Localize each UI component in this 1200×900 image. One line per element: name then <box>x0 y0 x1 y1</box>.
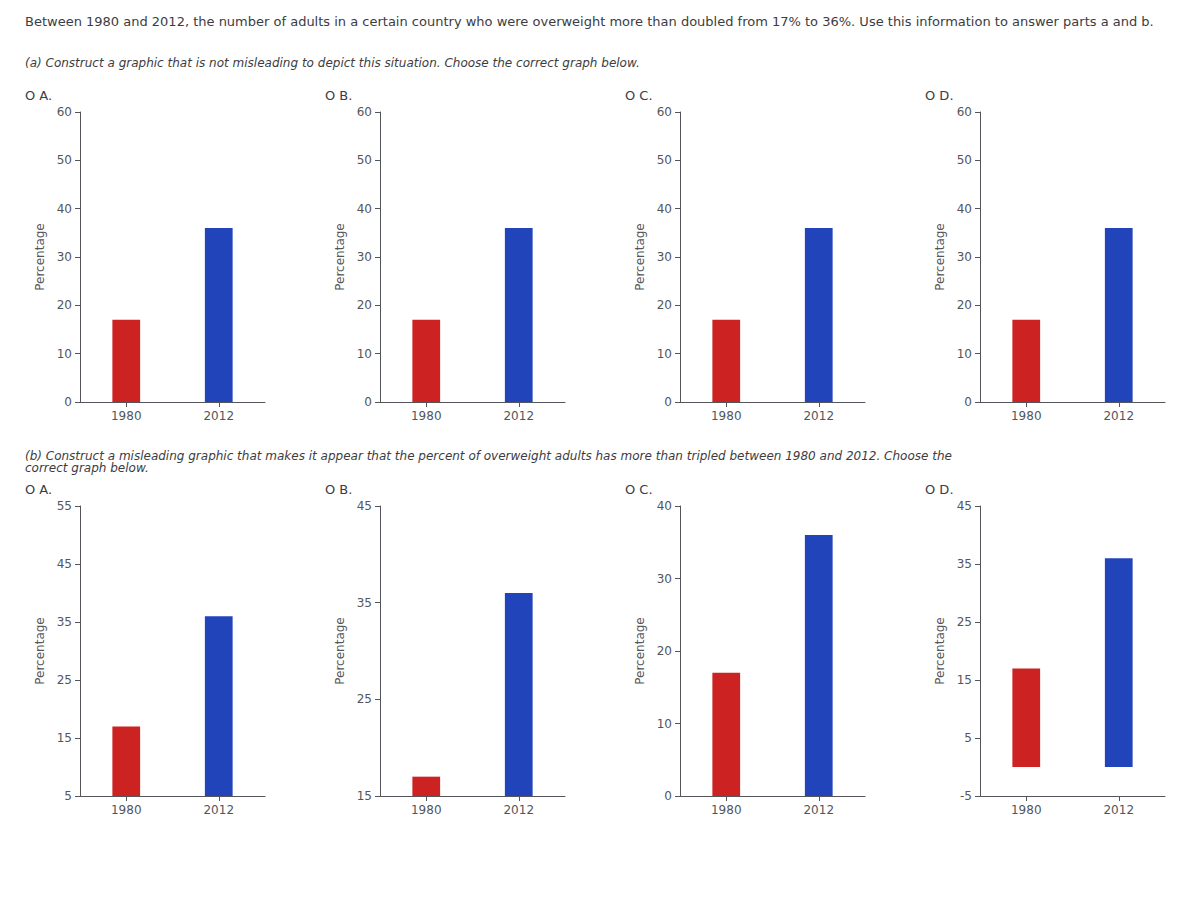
svg-text:50: 50 <box>357 153 372 167</box>
svg-text:(a) Construct a graphic that i: (a) Construct a graphic that is not misl… <box>25 56 640 70</box>
svg-text:30: 30 <box>57 250 72 264</box>
svg-text:-5: -5 <box>960 789 972 803</box>
svg-text:0: 0 <box>364 395 372 409</box>
svg-text:35: 35 <box>57 615 72 629</box>
svg-text:5: 5 <box>964 731 972 745</box>
svg-text:20: 20 <box>957 298 972 312</box>
svg-text:O C.: O C. <box>625 482 653 497</box>
svg-text:40: 40 <box>357 202 372 216</box>
svg-text:1980: 1980 <box>1011 803 1042 817</box>
svg-text:10: 10 <box>357 347 372 361</box>
svg-text:2012: 2012 <box>203 409 234 423</box>
svg-text:25: 25 <box>57 673 72 687</box>
svg-text:2012: 2012 <box>503 803 534 817</box>
svg-text:15: 15 <box>57 731 72 745</box>
svg-text:25: 25 <box>957 615 972 629</box>
svg-text:10: 10 <box>657 347 672 361</box>
svg-text:1980: 1980 <box>1011 409 1042 423</box>
svg-text:40: 40 <box>57 202 72 216</box>
svg-text:2012: 2012 <box>803 409 834 423</box>
svg-text:Percentage: Percentage <box>633 617 647 685</box>
svg-text:2012: 2012 <box>803 803 834 817</box>
svg-text:10: 10 <box>957 347 972 361</box>
svg-text:2012: 2012 <box>1103 803 1134 817</box>
svg-text:1980: 1980 <box>711 803 742 817</box>
svg-text:O B.: O B. <box>325 482 352 497</box>
svg-text:0: 0 <box>64 395 72 409</box>
svg-text:5: 5 <box>64 789 72 803</box>
svg-text:50: 50 <box>657 153 672 167</box>
svg-text:1980: 1980 <box>411 803 442 817</box>
svg-text:O A.: O A. <box>25 88 52 103</box>
svg-text:O A.: O A. <box>25 482 52 497</box>
svg-text:Percentage: Percentage <box>33 617 47 685</box>
svg-text:35: 35 <box>357 596 372 610</box>
svg-text:1980: 1980 <box>111 803 142 817</box>
svg-text:20: 20 <box>57 298 72 312</box>
svg-text:O D.: O D. <box>925 88 954 103</box>
svg-text:2012: 2012 <box>1103 409 1134 423</box>
svg-text:O B.: O B. <box>325 88 352 103</box>
svg-text:20: 20 <box>357 298 372 312</box>
svg-text:20: 20 <box>657 298 672 312</box>
svg-text:Percentage: Percentage <box>933 223 947 291</box>
svg-text:40: 40 <box>657 202 672 216</box>
svg-text:O D.: O D. <box>925 482 954 497</box>
svg-text:30: 30 <box>657 250 672 264</box>
svg-text:(b) Construct a misleading gra: (b) Construct a misleading graphic that … <box>25 449 956 463</box>
svg-text:10: 10 <box>57 347 72 361</box>
svg-text:60: 60 <box>357 105 372 119</box>
svg-text:Percentage: Percentage <box>33 223 47 291</box>
svg-text:25: 25 <box>357 692 372 706</box>
svg-text:30: 30 <box>957 250 972 264</box>
svg-text:30: 30 <box>657 572 672 586</box>
svg-text:45: 45 <box>357 499 372 513</box>
svg-text:50: 50 <box>57 153 72 167</box>
svg-text:2012: 2012 <box>503 409 534 423</box>
svg-text:Percentage: Percentage <box>933 617 947 685</box>
svg-text:15: 15 <box>357 789 372 803</box>
svg-text:0: 0 <box>964 395 972 409</box>
svg-text:35: 35 <box>957 557 972 571</box>
svg-text:Percentage: Percentage <box>333 617 347 685</box>
svg-text:40: 40 <box>657 499 672 513</box>
svg-text:1980: 1980 <box>111 409 142 423</box>
svg-text:60: 60 <box>957 105 972 119</box>
svg-text:60: 60 <box>57 105 72 119</box>
svg-text:50: 50 <box>957 153 972 167</box>
svg-text:0: 0 <box>664 395 672 409</box>
svg-text:correct graph below.: correct graph below. <box>25 461 149 475</box>
svg-text:2012: 2012 <box>203 803 234 817</box>
svg-text:60: 60 <box>657 105 672 119</box>
svg-text:55: 55 <box>57 499 72 513</box>
svg-text:10: 10 <box>657 717 672 731</box>
svg-text:30: 30 <box>357 250 372 264</box>
svg-text:1980: 1980 <box>411 409 442 423</box>
svg-text:0: 0 <box>664 789 672 803</box>
svg-text:O C.: O C. <box>625 88 653 103</box>
svg-text:40: 40 <box>957 202 972 216</box>
svg-text:20: 20 <box>657 644 672 658</box>
svg-text:1980: 1980 <box>711 409 742 423</box>
svg-text:Percentage: Percentage <box>633 223 647 291</box>
svg-text:45: 45 <box>957 499 972 513</box>
svg-text:15: 15 <box>957 673 972 687</box>
svg-text:Percentage: Percentage <box>333 223 347 291</box>
svg-text:Between 1980 and 2012, the num: Between 1980 and 2012, the number of adu… <box>25 14 1154 29</box>
svg-text:45: 45 <box>57 557 72 571</box>
